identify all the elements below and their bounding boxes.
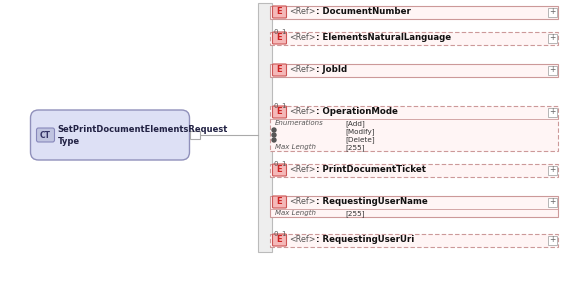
Bar	[270, 164, 558, 176]
Text: +: +	[549, 198, 556, 207]
Text: +: +	[549, 235, 556, 244]
FancyBboxPatch shape	[31, 110, 189, 160]
Bar	[270, 5, 558, 18]
Text: : OperationMode: : OperationMode	[316, 108, 398, 117]
Text: E: E	[276, 198, 282, 207]
FancyBboxPatch shape	[272, 164, 287, 176]
Text: : PrintDocumentTicket: : PrintDocumentTicket	[316, 165, 426, 175]
Text: [Modify]: [Modify]	[345, 128, 374, 135]
Bar	[270, 234, 558, 246]
Text: : RequestingUserUri: : RequestingUserUri	[316, 235, 414, 244]
FancyBboxPatch shape	[272, 32, 287, 44]
Bar	[548, 235, 557, 244]
Text: +: +	[549, 165, 556, 175]
FancyBboxPatch shape	[272, 6, 287, 18]
Text: CT: CT	[40, 131, 51, 139]
Text: [255]: [255]	[345, 144, 364, 151]
Text: +: +	[549, 108, 556, 117]
Bar	[189, 131, 200, 139]
FancyBboxPatch shape	[36, 128, 55, 142]
Text: +: +	[549, 7, 556, 16]
Bar	[270, 32, 558, 44]
Circle shape	[272, 128, 276, 132]
Text: [Add]: [Add]	[345, 120, 365, 127]
Text: <Ref>: <Ref>	[289, 165, 316, 175]
FancyBboxPatch shape	[272, 64, 287, 76]
Text: E: E	[276, 66, 282, 74]
Bar	[548, 165, 557, 175]
Text: E: E	[276, 235, 282, 244]
Bar	[548, 198, 557, 207]
Bar	[548, 33, 557, 43]
Text: [Delete]: [Delete]	[345, 136, 374, 143]
Text: Enumerations: Enumerations	[275, 120, 324, 126]
Text: Type: Type	[58, 137, 80, 147]
Text: E: E	[276, 7, 282, 16]
Text: <Ref>: <Ref>	[289, 235, 316, 244]
Text: E: E	[276, 165, 282, 175]
Bar	[270, 105, 558, 150]
Text: +: +	[549, 66, 556, 74]
Text: <Ref>: <Ref>	[289, 7, 316, 16]
Text: 0..1: 0..1	[274, 103, 287, 109]
Text: +: +	[549, 33, 556, 43]
Bar	[258, 3, 272, 252]
Bar	[548, 66, 557, 74]
Text: E: E	[276, 108, 282, 117]
Text: : JobId: : JobId	[316, 66, 347, 74]
Bar	[270, 195, 558, 217]
Bar	[270, 63, 558, 77]
Text: E: E	[276, 33, 282, 43]
Text: : DocumentNumber: : DocumentNumber	[316, 7, 411, 16]
Text: : RequestingUserName: : RequestingUserName	[316, 198, 428, 207]
FancyBboxPatch shape	[272, 234, 287, 246]
Circle shape	[272, 133, 276, 137]
Bar	[548, 108, 557, 117]
Text: <Ref>: <Ref>	[289, 66, 316, 74]
Bar	[548, 7, 557, 16]
Text: 0..1: 0..1	[274, 29, 287, 35]
Text: Max Length: Max Length	[275, 210, 316, 216]
Circle shape	[272, 138, 276, 142]
Text: 0..1: 0..1	[274, 161, 287, 167]
Text: <Ref>: <Ref>	[289, 33, 316, 43]
Text: : ElementsNaturalLanguage: : ElementsNaturalLanguage	[316, 33, 451, 43]
Text: 0..1: 0..1	[274, 231, 287, 237]
Text: <Ref>: <Ref>	[289, 198, 316, 207]
Text: SetPrintDocumentElementsRequest: SetPrintDocumentElementsRequest	[58, 125, 228, 134]
Text: Max Length: Max Length	[275, 144, 316, 150]
Text: <Ref>: <Ref>	[289, 108, 316, 117]
Text: [255]: [255]	[345, 210, 364, 217]
FancyBboxPatch shape	[272, 196, 287, 208]
FancyBboxPatch shape	[272, 106, 287, 118]
